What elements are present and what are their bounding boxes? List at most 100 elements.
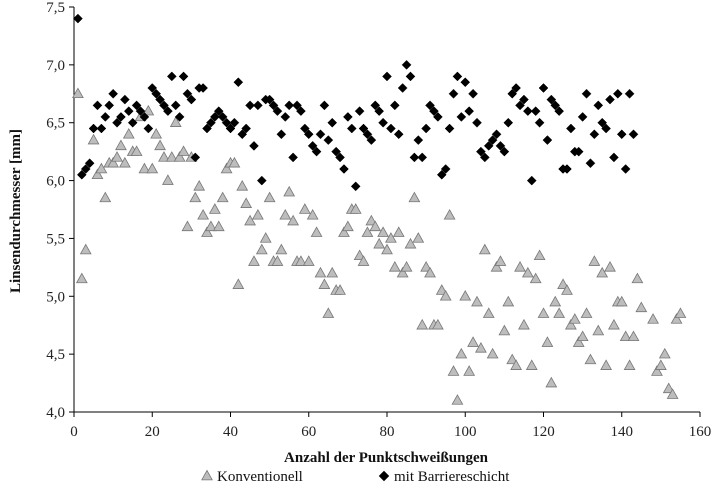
- data-point-diamond: [468, 88, 478, 99]
- data-point-triangle: [201, 226, 213, 237]
- data-point-diamond: [350, 181, 361, 192]
- data-point-triangle: [486, 347, 499, 359]
- data-point-triangle: [220, 162, 233, 174]
- data-point-diamond: [159, 100, 169, 111]
- data-point-triangle: [478, 243, 491, 255]
- data-point-triangle: [122, 127, 135, 139]
- data-point-triangle: [467, 336, 479, 347]
- data-point-diamond: [166, 71, 177, 82]
- data-point-triangle: [244, 214, 256, 226]
- data-point-triangle: [498, 324, 511, 336]
- data-point-diamond: [209, 112, 220, 122]
- data-point-diamond: [581, 88, 592, 99]
- data-point-triangle: [287, 214, 300, 226]
- data-point-diamond: [80, 164, 91, 174]
- data-point-diamond: [280, 112, 291, 122]
- data-point-triangle: [353, 249, 366, 261]
- data-point-triangle: [118, 156, 131, 168]
- data-point-diamond: [382, 71, 392, 82]
- data-point-diamond: [413, 135, 424, 145]
- data-point-triangle: [79, 243, 92, 255]
- data-point-triangle: [506, 353, 519, 365]
- legend: Konventionell mit Barriereschicht: [201, 469, 510, 485]
- data-point-diamond: [405, 71, 416, 82]
- data-point-diamond: [616, 129, 627, 140]
- data-point-diamond: [593, 100, 604, 111]
- data-point-diamond: [346, 123, 357, 134]
- data-point-diamond: [299, 123, 310, 134]
- data-point-triangle: [369, 220, 382, 232]
- data-point-triangle: [95, 162, 108, 174]
- data-point-triangle: [463, 365, 476, 376]
- data-point-diamond: [190, 152, 201, 163]
- data-point-triangle: [474, 342, 487, 353]
- data-point-diamond: [339, 164, 349, 174]
- data-point-triangle: [107, 156, 120, 168]
- data-point-triangle: [502, 295, 515, 307]
- data-point-triangle: [302, 255, 315, 266]
- data-point-diamond: [515, 100, 525, 111]
- data-point-diamond: [456, 112, 467, 122]
- legend-label: Konventionell: [217, 469, 303, 485]
- data-point-diamond: [546, 94, 557, 105]
- y-tick-label: 4,0: [46, 405, 65, 421]
- data-point-triangle: [420, 261, 433, 272]
- data-point-diamond: [433, 112, 443, 122]
- data-point-triangle: [600, 359, 613, 370]
- data-point-diamond: [296, 106, 306, 116]
- data-point-triangle: [385, 232, 397, 243]
- data-point-diamond: [401, 60, 412, 70]
- data-point-triangle: [670, 313, 683, 324]
- data-point-diamond: [198, 83, 208, 93]
- data-point-triangle: [216, 191, 229, 203]
- data-point-diamond: [628, 129, 639, 140]
- data-point-triangle: [87, 133, 100, 145]
- data-point-triangle: [443, 208, 456, 220]
- data-point-diamond: [288, 152, 298, 163]
- data-point-triangle: [471, 295, 483, 307]
- data-point-triangle: [647, 313, 659, 324]
- data-point-diamond: [147, 83, 158, 93]
- data-point-triangle: [651, 365, 663, 376]
- data-point-diamond: [256, 175, 267, 186]
- data-point-diamond: [429, 106, 439, 116]
- data-point-triangle: [674, 307, 687, 318]
- data-point-triangle: [596, 266, 609, 278]
- data-point-triangle: [451, 394, 464, 405]
- data-point-diamond: [362, 129, 373, 140]
- data-point-triangle: [173, 151, 186, 162]
- data-point-triangle: [161, 174, 174, 185]
- data-point-diamond: [589, 129, 600, 140]
- y-tick-label: 6,5: [46, 116, 65, 132]
- data-point-triangle: [400, 261, 413, 272]
- data-point-triangle: [298, 203, 311, 214]
- data-point-diamond: [526, 175, 537, 186]
- data-point-diamond: [389, 100, 400, 111]
- data-point-triangle: [72, 87, 84, 99]
- y-tick-label: 4,5: [46, 347, 65, 363]
- data-point-diamond: [311, 146, 322, 157]
- data-point-diamond: [323, 135, 334, 145]
- data-point-triangle: [572, 336, 585, 347]
- data-point-diamond: [386, 123, 396, 134]
- data-point-triangle: [158, 151, 170, 162]
- data-point-diamond: [499, 146, 510, 157]
- data-point-diamond: [76, 169, 87, 180]
- data-point-diamond: [522, 106, 533, 116]
- data-point-diamond: [245, 100, 255, 111]
- data-point-diamond: [495, 141, 506, 151]
- data-point-diamond: [303, 129, 314, 140]
- data-point-diamond: [237, 129, 248, 140]
- data-point-diamond: [178, 71, 189, 82]
- legend-marker-diamond: [378, 470, 390, 482]
- x-tick-label: 20: [145, 424, 160, 440]
- data-point-diamond: [566, 123, 576, 134]
- data-point-triangle: [255, 243, 268, 255]
- data-point-triangle: [580, 307, 593, 318]
- data-point-diamond: [123, 106, 134, 116]
- data-point-triangle: [75, 272, 88, 284]
- data-point-triangle: [396, 266, 409, 278]
- data-point-triangle: [564, 318, 577, 330]
- data-point-diamond: [73, 13, 83, 24]
- data-point-triangle: [631, 272, 644, 284]
